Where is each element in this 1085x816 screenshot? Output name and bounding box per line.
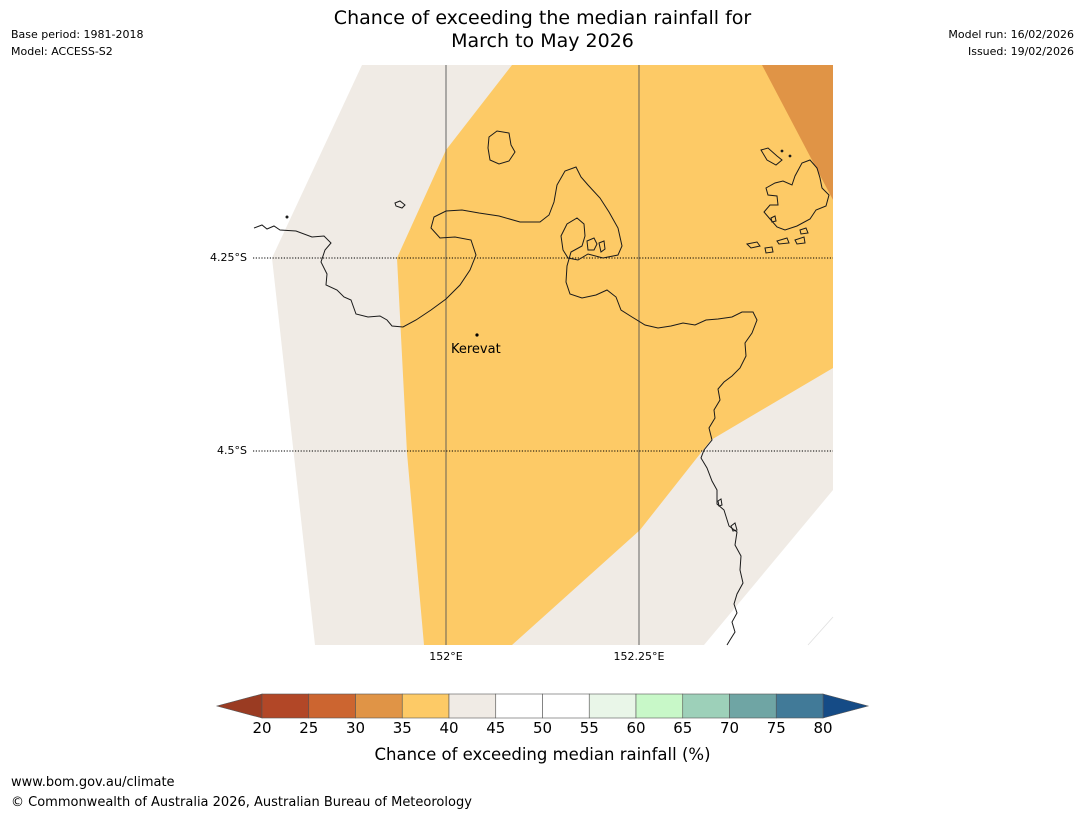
colorbar-tick-label: 25 [299, 719, 319, 737]
colorbar-tick-label: 75 [766, 719, 786, 737]
colorbar-segment [729, 693, 777, 719]
colorbar-above-arrow [822, 693, 870, 719]
colorbar-title: Chance of exceeding median rainfall (%) [374, 745, 711, 764]
colorbar-tick-label: 45 [486, 719, 506, 737]
colorbar-segment [308, 693, 356, 719]
colorbar-tick-label: 30 [345, 719, 366, 737]
colorbar-tick-label: 35 [392, 719, 412, 737]
colorbar [215, 693, 870, 719]
base-period: Base period: 1981-2018 [11, 28, 144, 41]
lon-label-152: 152°E [429, 650, 463, 663]
colorbar-tick-label: 70 [719, 719, 740, 737]
place-label-kerevat: Kerevat [451, 342, 501, 357]
meta-right: Model run: 16/02/2026 Issued: 19/02/2026 [948, 26, 1074, 60]
colorbar-tick-label: 40 [439, 719, 459, 737]
colorbar-segment [588, 693, 637, 719]
lon-label-152-25: 152.25°E [613, 650, 665, 663]
kerevat-marker [475, 333, 479, 337]
colorbar-segment [635, 693, 684, 719]
meta-left: Base period: 1981-2018 Model: ACCESS-S2 [11, 26, 143, 60]
coastline [253, 130, 830, 646]
colorbar-tick-label: 80 [813, 719, 833, 737]
colorbar-tick-label: 55 [579, 719, 599, 737]
footer-url[interactable]: www.bom.gov.au/climate [11, 775, 175, 790]
title-line-2: March to May 2026 [451, 30, 634, 52]
colorbar-segment [261, 693, 310, 719]
model-run: Model run: 16/02/2026 [948, 28, 1074, 41]
colorbar-tick-label: 65 [673, 719, 693, 737]
model-name: Model: ACCESS-S2 [11, 45, 113, 58]
lat-label-4-25: 4.25°S [210, 251, 247, 264]
colorbar-segment [495, 693, 543, 719]
title-line-1: Chance of exceeding the median rainfall … [333, 7, 752, 29]
issued-date: Issued: 19/02/2026 [967, 45, 1074, 58]
colorbar-segment [775, 693, 824, 719]
region-35-40 [397, 65, 833, 645]
colorbar-tick-label: 50 [532, 719, 553, 737]
lat-label-4-5: 4.5°S [217, 444, 247, 457]
colorbar-segment [448, 693, 497, 719]
colorbar-segment [682, 693, 730, 719]
colorbar-tick-label: 60 [626, 719, 646, 737]
colorbar-tick-label: 20 [252, 719, 272, 737]
colorbar-segment [542, 693, 590, 719]
colorbar-segment [401, 693, 450, 719]
colorbar-below-arrow [215, 693, 263, 719]
footer-copyright: © Commonwealth of Australia 2026, Austra… [11, 795, 472, 810]
map-title: Chance of exceeding the median rainfall … [0, 7, 1085, 53]
colorbar-segment [355, 693, 403, 719]
